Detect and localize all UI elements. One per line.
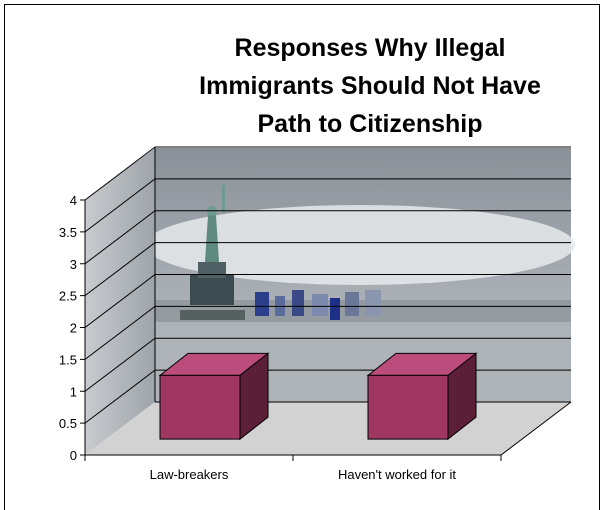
chart-frame xyxy=(4,4,600,510)
skyline-building xyxy=(330,298,340,320)
chart-title: Responses Why Illegal Immigrants Should … xyxy=(199,34,541,138)
chart-title-line-2: Immigrants Should Not Have xyxy=(199,72,541,100)
y-tick-label: 3 xyxy=(70,257,77,272)
y-tick-label: 0.5 xyxy=(59,416,77,431)
y-tick-label: 1.5 xyxy=(59,352,77,367)
back-wall-cloud-haze xyxy=(145,205,575,285)
statue-of-liberty-image xyxy=(180,185,245,320)
bar-front-face xyxy=(367,374,449,440)
chart-title-line-3: Path to Citizenship xyxy=(258,110,483,138)
gridline-side xyxy=(84,274,156,328)
x-category-label: Haven't worked for it xyxy=(338,467,456,482)
chart-bars xyxy=(158,352,478,441)
y-tick-label: 4 xyxy=(70,193,77,208)
chart-category-labels: Law-breakers Haven't worked for it xyxy=(150,467,457,482)
chart-title-line-1: Responses Why Illegal xyxy=(235,34,506,62)
gridline-side xyxy=(84,210,156,265)
gridline-side xyxy=(84,146,156,201)
gridline-side xyxy=(84,178,156,233)
gridline-side xyxy=(84,337,156,392)
skyline-building xyxy=(345,292,359,316)
y-tick-label: 2.5 xyxy=(59,289,77,304)
y-tick-label: 3.5 xyxy=(59,225,77,240)
skyline-building xyxy=(312,294,328,316)
skyline-building xyxy=(365,290,381,316)
floor-edge-right xyxy=(500,401,572,456)
chart-axis: 0 0.5 1 1.5 2 2.5 3 3.5 4 xyxy=(59,193,502,463)
bar-1 xyxy=(158,352,270,441)
skyline-building xyxy=(292,290,304,316)
chart-gridlines xyxy=(84,146,572,456)
y-tick-label: 0 xyxy=(70,448,77,463)
y-tick-label: 2 xyxy=(70,321,77,336)
gridline-side xyxy=(84,242,156,297)
gridline-side xyxy=(84,305,156,360)
chart-floor xyxy=(85,402,571,455)
bar-front-face xyxy=(159,374,241,440)
x-category-label: Law-breakers xyxy=(150,467,229,482)
bar-2 xyxy=(366,352,478,441)
gridline-side xyxy=(84,369,156,424)
skyline-building xyxy=(255,292,269,316)
y-tick-label: 1 xyxy=(70,384,77,399)
